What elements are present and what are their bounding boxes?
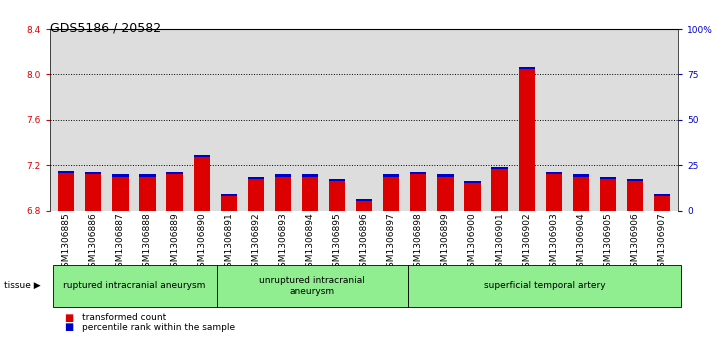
Bar <box>654 194 670 196</box>
Bar <box>573 176 589 211</box>
Bar <box>573 175 589 176</box>
Bar <box>329 179 345 181</box>
Bar <box>275 175 291 176</box>
Text: ruptured intracranial aneurysm: ruptured intracranial aneurysm <box>64 281 206 290</box>
Bar <box>248 177 264 179</box>
Bar <box>545 174 562 211</box>
Bar <box>248 179 264 211</box>
Bar <box>464 181 481 183</box>
Bar <box>139 176 156 211</box>
Bar <box>221 194 237 196</box>
Bar <box>383 175 399 176</box>
Bar <box>464 183 481 211</box>
Text: unruptured intracranial
aneurysm: unruptured intracranial aneurysm <box>259 276 365 295</box>
Bar <box>356 199 372 201</box>
Bar <box>410 172 426 174</box>
Text: ■: ■ <box>64 313 74 323</box>
Bar <box>518 69 535 211</box>
Bar <box>410 174 426 211</box>
Bar <box>58 171 74 173</box>
Text: percentile rank within the sample: percentile rank within the sample <box>82 323 235 332</box>
Bar <box>112 176 129 211</box>
Bar <box>329 181 345 211</box>
Bar <box>545 172 562 174</box>
Bar <box>627 181 643 211</box>
Bar <box>112 175 129 176</box>
Bar <box>139 175 156 176</box>
Bar <box>437 176 453 211</box>
Bar <box>491 167 508 168</box>
Bar <box>302 176 318 211</box>
Bar <box>600 177 616 179</box>
Bar <box>85 174 101 211</box>
Text: GDS5186 / 20582: GDS5186 / 20582 <box>50 22 161 35</box>
Bar <box>491 168 508 211</box>
Text: ■: ■ <box>64 322 74 333</box>
Bar <box>166 172 183 174</box>
Bar <box>600 179 616 211</box>
Bar <box>437 175 453 176</box>
Bar <box>275 176 291 211</box>
Bar <box>85 172 101 174</box>
Bar <box>302 175 318 176</box>
Bar <box>627 179 643 181</box>
Bar <box>383 176 399 211</box>
Bar <box>356 201 372 211</box>
Bar <box>518 67 535 69</box>
Text: superficial temporal artery: superficial temporal artery <box>483 281 605 290</box>
Bar <box>58 173 74 211</box>
Bar <box>654 196 670 211</box>
Text: tissue ▶: tissue ▶ <box>4 281 40 290</box>
Bar <box>193 157 210 211</box>
Bar <box>221 196 237 211</box>
Bar <box>166 174 183 211</box>
Bar <box>193 155 210 157</box>
Text: transformed count: transformed count <box>82 313 166 322</box>
